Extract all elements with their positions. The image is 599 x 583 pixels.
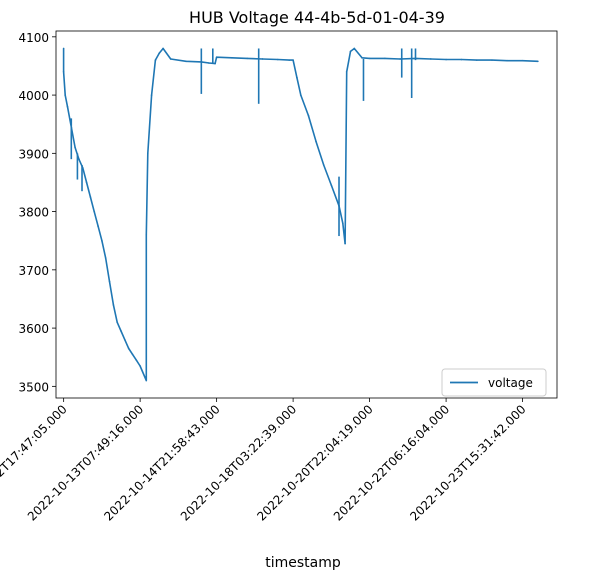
data-point xyxy=(127,347,130,350)
data-point xyxy=(288,59,291,61)
data-point xyxy=(185,60,187,63)
plot-frame xyxy=(55,30,558,399)
data-point xyxy=(246,57,249,60)
chart-title: HUB Voltage 44-4b-5d-01-04-39 xyxy=(189,8,445,27)
legend-box xyxy=(441,368,547,397)
data-point xyxy=(158,52,161,54)
data-point xyxy=(208,62,210,64)
data-point xyxy=(277,58,279,61)
data-point xyxy=(342,222,344,225)
series-line-voltage xyxy=(62,47,538,382)
y-tick-label: 3500 xyxy=(18,380,49,394)
data-point xyxy=(62,70,65,73)
y-tick-label: 4000 xyxy=(18,89,49,103)
y-tick-label: 3700 xyxy=(18,264,49,278)
data-point xyxy=(139,365,141,367)
data-point xyxy=(85,181,88,184)
data-point xyxy=(214,62,216,65)
data-point xyxy=(131,353,134,356)
data-point xyxy=(215,56,218,59)
data-point xyxy=(89,196,92,198)
data-point xyxy=(120,330,122,332)
data-point xyxy=(64,94,66,96)
data-point xyxy=(537,60,539,63)
data-point xyxy=(261,58,264,60)
data-point xyxy=(361,56,363,59)
data-point xyxy=(93,210,96,213)
data-point xyxy=(74,146,76,149)
data-point xyxy=(491,59,493,61)
legend-label: voltage xyxy=(488,376,533,390)
data-point xyxy=(62,47,65,50)
data-point xyxy=(445,58,447,61)
data-point xyxy=(150,94,153,96)
data-point xyxy=(292,59,294,61)
data-point xyxy=(116,321,118,324)
data-point xyxy=(345,70,348,73)
data-point xyxy=(104,257,107,259)
data-point xyxy=(124,338,126,341)
data-point xyxy=(315,140,317,143)
y-tick-label: 3800 xyxy=(18,206,49,220)
data-point xyxy=(145,379,148,382)
data-point xyxy=(231,56,233,59)
data-point xyxy=(169,58,172,60)
data-point xyxy=(460,58,463,61)
data-point xyxy=(322,164,325,166)
x-axis-label: timestamp xyxy=(265,555,341,571)
data-point xyxy=(521,59,524,62)
data-point xyxy=(384,57,386,60)
data-point xyxy=(296,76,298,79)
data-point xyxy=(162,47,164,50)
data-point xyxy=(108,280,111,283)
data-point xyxy=(135,359,138,361)
data-point xyxy=(330,184,333,187)
data-point xyxy=(475,59,478,61)
data-point xyxy=(112,303,115,306)
series-layer xyxy=(62,47,539,382)
data-point xyxy=(429,58,432,60)
data-point xyxy=(368,57,371,60)
y-tick-label: 3900 xyxy=(18,147,49,161)
data-point xyxy=(101,239,103,242)
y-tick-label: 3600 xyxy=(18,322,49,336)
data-point xyxy=(299,94,302,96)
y-tick-label: 4100 xyxy=(18,31,49,45)
data-point xyxy=(145,234,148,236)
data-point xyxy=(506,59,509,62)
data-point xyxy=(154,59,157,61)
data-point xyxy=(146,152,149,155)
data-point xyxy=(78,158,80,160)
data-point xyxy=(344,242,346,245)
data-point xyxy=(353,47,356,50)
data-point xyxy=(399,58,401,60)
legend: voltage xyxy=(441,368,547,397)
axes: 35003600370038003900400041002022-10-12T1… xyxy=(0,30,558,524)
data-point xyxy=(307,114,310,117)
data-point xyxy=(66,105,69,108)
data-point xyxy=(97,225,99,227)
data-point xyxy=(349,50,352,53)
